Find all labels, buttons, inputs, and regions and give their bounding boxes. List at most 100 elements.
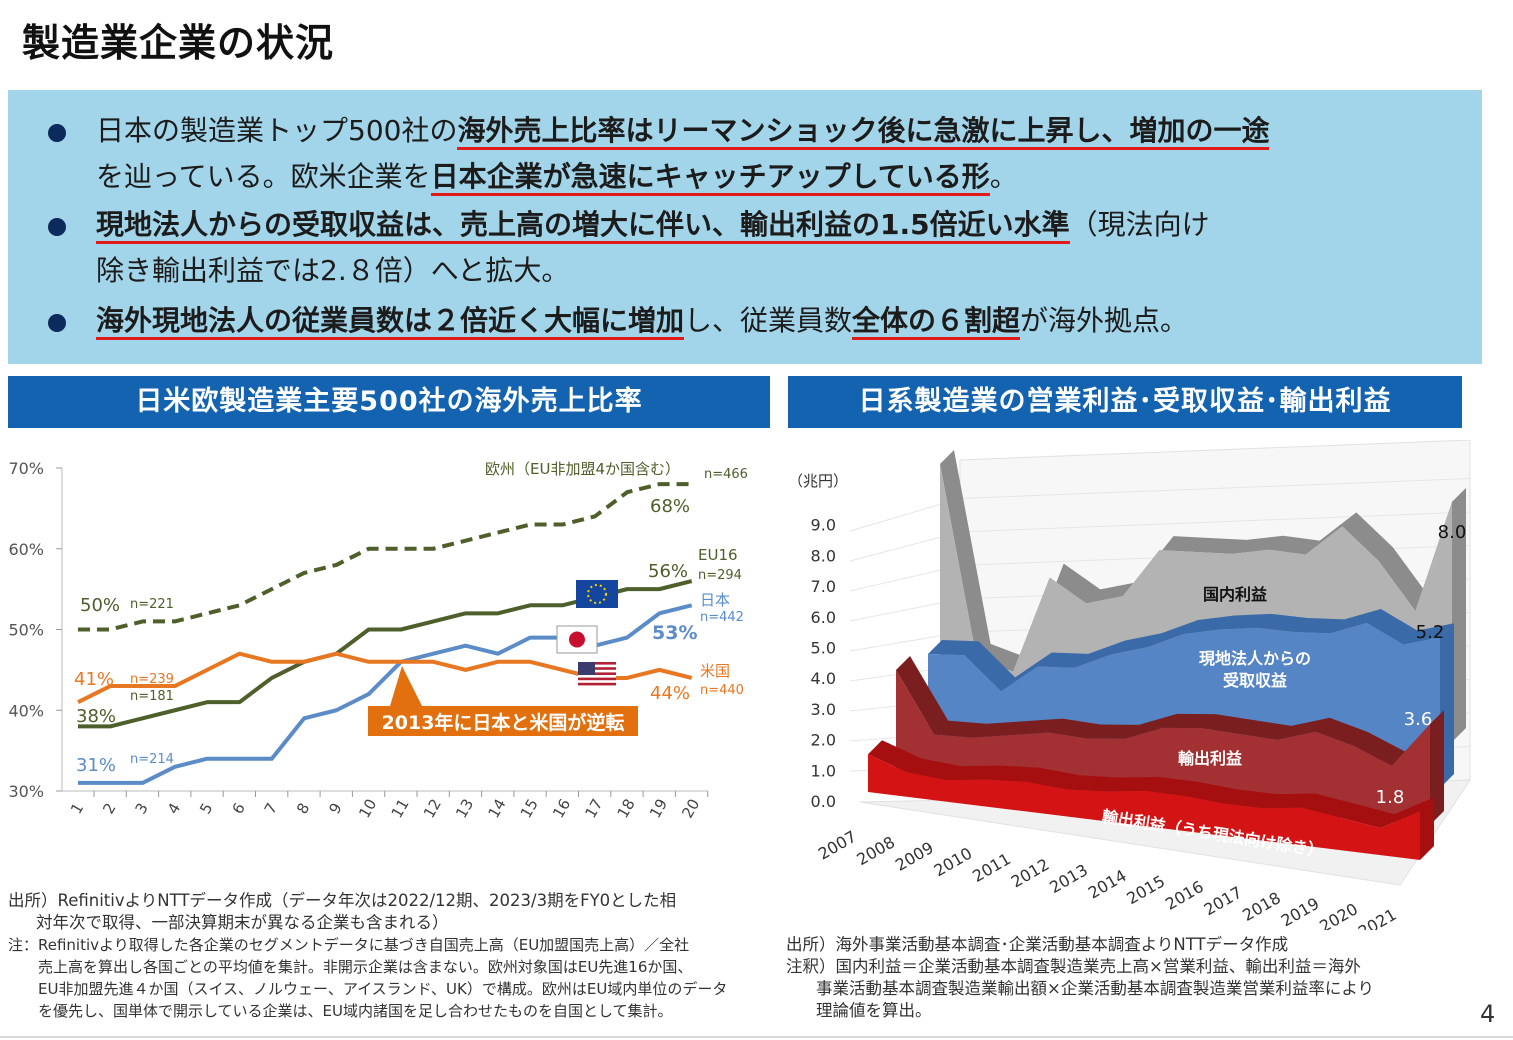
x-tick-label: 19 [646,796,671,822]
series-name-label: 輸出利益 [1178,749,1242,768]
series-name-label: 現地法人からの受取収益 [1199,649,1311,690]
note-line: 理論値を算出。 [816,1001,932,1020]
x-tick-label: 2021 [1355,905,1400,930]
note-line: 注：Refinitivより取得した各企業のセグメントデータに基づき自国売上高（E… [8,936,690,954]
y-tick-label: 40% [8,701,44,720]
area-series [868,754,1420,860]
y-tick-label: 1.0 [811,761,836,780]
left-source-notes: 出所）RefinitivよりNTTデータ作成（データ年次は2022/12期、20… [8,890,778,1022]
footer-divider [0,1036,1513,1038]
series-end-label: 3.6 [1404,709,1433,730]
y-tick-label: 4.0 [811,669,836,688]
note-line: 出所）海外事業活動基本調査･企業活動基本調査よりNTTデータ作成 [786,935,1289,954]
bullet-text: 。 [989,160,1018,193]
x-tick-label: 2014 [1085,866,1130,903]
bullet-text: を辿っている。欧米企業を [96,160,431,193]
y-tick-label: 3.0 [811,700,836,719]
series-start-n-label: n=239 [130,672,174,687]
eu-flag-icon [576,580,618,608]
note-line: 注釈）国内利益＝企業活動基本調査製造業売上高×営業利益、輸出利益＝海外 [786,957,1361,976]
x-tick-label: 5 [196,800,216,817]
x-tick-label: 2018 [1239,888,1284,925]
area-side-face [1430,710,1444,825]
overseas-sales-ratio-chart: 30%40%50%60%70%1 2 3 4 5 6 7 8 9 10 11 12 13 14 15 16 17… [8,459,748,822]
x-tick-label: 2010 [931,844,976,881]
x-tick-label: 7 [261,800,281,817]
y-tick-label: 9.0 [811,516,836,535]
y-tick-label: 30% [8,782,44,801]
x-tick-label: 10 [355,796,380,822]
x-tick-label: 13 [452,796,477,822]
series-name-label: 欧州（EU非加盟4か国含む） [485,460,680,478]
x-tick-label: 2013 [1046,860,1091,897]
series-name-label: 日本 [700,591,730,609]
y-tick-label: 60% [8,540,44,559]
y-tick-label: 5.0 [811,639,836,658]
bullet-dot [48,314,66,332]
x-tick-label: 3 [132,800,152,817]
bullet-text: し、従業員数 [684,304,853,337]
x-tick-label: 18 [614,796,639,822]
x-tick-label: 1 [67,800,87,817]
x-tick-label: 2008 [853,832,898,869]
series-n-label: n=442 [700,610,744,625]
grid-line [959,478,1471,499]
series-n-label: n=466 [704,467,748,482]
note-line: EU非加盟先進４か国（スイス、ノルウェー、アイスランド、UK）で構成。欧州はEU… [38,980,728,998]
series-start-n-label: n=221 [130,597,174,612]
bullet-text: が海外拠点。 [1020,304,1189,337]
x-tick-label: 9 [325,800,345,817]
x-tick-label: 12 [420,796,445,822]
profit-3d-area-chart: 0.01.02.03.04.05.06.07.08.09.0（兆円）200720… [788,440,1471,930]
y-tick-label: 2.0 [811,731,836,750]
x-tick-label: 2007 [815,827,860,864]
x-tick-label: 2 [99,800,119,817]
right-source-notes: 出所）海外事業活動基本調査･企業活動基本調査よりNTTデータ作成 注釈）国内利益… [786,934,1486,1022]
x-tick-label: 20 [678,796,703,822]
usa-flag-icon [578,662,616,688]
area-side-face [1420,797,1434,860]
series-name-label: EU16 [698,546,738,564]
bullet-dot [48,218,66,236]
series-n-label: n=440 [700,683,744,698]
x-tick-label: 2016 [1162,877,1207,914]
series-end-label: 8.0 [1438,522,1467,543]
x-tick-label: 17 [581,796,606,822]
series-name-label: 米国 [700,662,730,680]
note-line: を優先し、国単体で開示している企業は、EU域内諸国を足し合わせたものを自国として… [38,1002,673,1020]
summary-box: 日本の製造業トップ500社の海外売上比率はリーマンショック後に急激に上昇し、増加… [8,90,1482,364]
bullet-text: 日本の製造業トップ500社の [96,114,458,147]
area-top-face [896,656,1444,766]
bullet-text: 除き輸出利益では2.８倍）へと拡大。 [96,254,570,287]
x-tick-label: 16 [549,796,574,822]
series-end-label: 68% [650,496,690,517]
x-tick-label: 2012 [1008,855,1053,892]
area-top-face [940,450,1466,672]
x-tick-label: 15 [517,796,542,822]
series-end-label: 53% [652,622,697,644]
series-line [78,482,692,632]
series-start-label: 31% [76,755,116,776]
y-tick-label: 50% [8,621,44,640]
series-n-label: n=294 [698,568,742,583]
series-start-label: 50% [80,595,120,616]
series-start-n-label: n=214 [130,752,174,767]
grid-line [959,511,1471,533]
right-chart-header: 日系製造業の営業利益･受取収益･輸出利益 [788,376,1462,428]
series-end-label: 5.2 [1416,622,1445,643]
series-name-label: 国内利益 [1203,585,1267,604]
page-number: 4 [1480,1000,1496,1028]
bullet-highlight: 日本企業が急速にキャッチアップしている形 [430,160,990,196]
note-line: 出所）RefinitivよりNTTデータ作成（データ年次は2022/12期、20… [8,891,677,910]
note-line: 事業活動基本調査製造業輸出額×企業活動基本調査製造業営業利益率により [816,979,1374,998]
area-top-face [868,740,1434,829]
x-tick-label: 14 [484,796,509,822]
summary-bullet-3: 海外現地法人の従業員数は２倍近く大幅に増加し、従業員数全体の６割超が海外拠点。 [96,298,1456,344]
x-tick-label: 6 [228,800,248,817]
bullet-dot [48,124,66,142]
x-tick-label: 8 [293,800,313,817]
y-tick-label: 0.0 [811,792,836,811]
series-end-label: 44% [650,683,690,704]
series-start-label: 38% [76,706,116,727]
series-start-label: 41% [74,669,114,690]
